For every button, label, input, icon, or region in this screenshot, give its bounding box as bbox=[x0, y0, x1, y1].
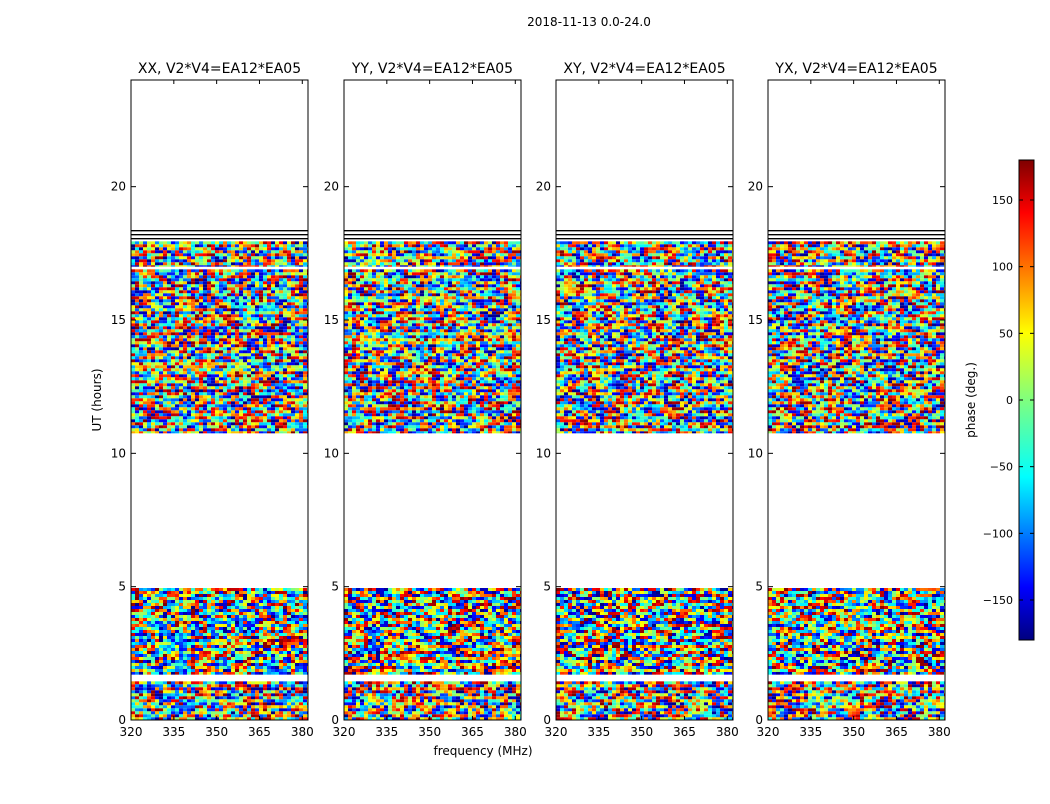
y-tick-label: 10 bbox=[536, 446, 551, 460]
panel-0: XX, V2*V4=EA12*EA05 320 335 350 365 380 0 5 10 15… bbox=[111, 61, 314, 739]
x-tick-label: 365 bbox=[885, 725, 908, 739]
panel-3: YX, V2*V4=EA12*EA05 320 335 350 365 380 0 5 10 15… bbox=[748, 61, 951, 739]
x-tick-label: 350 bbox=[630, 725, 653, 739]
x-tick-label: 320 bbox=[333, 725, 356, 739]
colorbar: 150 100 50 0 −50 −100 −150 phase (deg.) bbox=[964, 160, 1034, 640]
colorbar-tick-label: −150 bbox=[983, 594, 1013, 607]
y-tick-label: 5 bbox=[543, 580, 551, 594]
x-tick-label: 350 bbox=[205, 725, 228, 739]
panel-title: XY, V2*V4=EA12*EA05 bbox=[563, 61, 725, 77]
x-axis-label: frequency (MHz) bbox=[433, 744, 532, 758]
x-tick-label: 335 bbox=[587, 725, 610, 739]
y-tick-label: 10 bbox=[111, 446, 126, 460]
panel-1: YY, V2*V4=EA12*EA05 320 335 350 365 380 0 5 10 15… bbox=[324, 61, 527, 739]
colorbar-tick-label: 150 bbox=[992, 194, 1013, 207]
panel-title: YX, V2*V4=EA12*EA05 bbox=[774, 61, 937, 77]
x-tick-label: 320 bbox=[757, 725, 780, 739]
phase-image bbox=[131, 231, 311, 720]
x-tick-label: 380 bbox=[928, 725, 951, 739]
y-tick-label: 5 bbox=[118, 580, 126, 594]
x-tick-label: 335 bbox=[375, 725, 398, 739]
y-tick-label: 5 bbox=[755, 580, 763, 594]
y-tick-label: 0 bbox=[543, 713, 551, 727]
x-tick-label: 365 bbox=[673, 725, 696, 739]
y-tick-label: 15 bbox=[536, 313, 551, 327]
phase-image bbox=[768, 231, 948, 720]
y-tick-label: 10 bbox=[324, 446, 339, 460]
x-tick-label: 365 bbox=[461, 725, 484, 739]
y-tick-label: 0 bbox=[118, 713, 126, 727]
colorbar-tick-label: −100 bbox=[983, 527, 1013, 540]
y-tick-label: 5 bbox=[331, 580, 339, 594]
y-tick-label: 20 bbox=[536, 180, 551, 194]
colorbar-tick-label: −50 bbox=[990, 461, 1013, 474]
colorbar-tick-label: 100 bbox=[992, 261, 1013, 274]
y-axis-label: UT (hours) bbox=[90, 368, 104, 431]
x-tick-label: 365 bbox=[248, 725, 271, 739]
y-tick-label: 10 bbox=[748, 446, 763, 460]
x-tick-label: 320 bbox=[545, 725, 568, 739]
figure-suptitle: 2018-11-13 0.0-24.0 bbox=[527, 15, 651, 29]
y-tick-label: 20 bbox=[324, 180, 339, 194]
y-tick-label: 20 bbox=[111, 180, 126, 194]
x-tick-label: 380 bbox=[291, 725, 314, 739]
x-tick-label: 320 bbox=[120, 725, 143, 739]
y-tick-label: 15 bbox=[111, 313, 126, 327]
x-tick-label: 350 bbox=[842, 725, 865, 739]
y-tick-label: 20 bbox=[748, 180, 763, 194]
x-tick-label: 350 bbox=[418, 725, 441, 739]
colorbar-tick-label: 50 bbox=[999, 327, 1013, 340]
y-tick-label: 0 bbox=[755, 713, 763, 727]
panels-group: XX, V2*V4=EA12*EA05 320 335 350 365 380 0 5 10 15… bbox=[111, 61, 951, 739]
colorbar-label: phase (deg.) bbox=[964, 362, 978, 438]
phase-image bbox=[556, 231, 736, 720]
x-tick-label: 380 bbox=[504, 725, 527, 739]
x-tick-label: 335 bbox=[162, 725, 185, 739]
panel-2: XY, V2*V4=EA12*EA05 320 335 350 365 380 0 5 10 15… bbox=[536, 61, 739, 739]
y-tick-label: 0 bbox=[331, 713, 339, 727]
phase-image bbox=[344, 231, 524, 720]
x-tick-label: 380 bbox=[716, 725, 739, 739]
panel-title: XX, V2*V4=EA12*EA05 bbox=[138, 61, 301, 77]
x-tick-label: 335 bbox=[799, 725, 822, 739]
panel-title: YY, V2*V4=EA12*EA05 bbox=[351, 61, 513, 77]
y-tick-label: 15 bbox=[324, 313, 339, 327]
y-tick-label: 15 bbox=[748, 313, 763, 327]
colorbar-tick-label: 0 bbox=[1006, 394, 1013, 407]
